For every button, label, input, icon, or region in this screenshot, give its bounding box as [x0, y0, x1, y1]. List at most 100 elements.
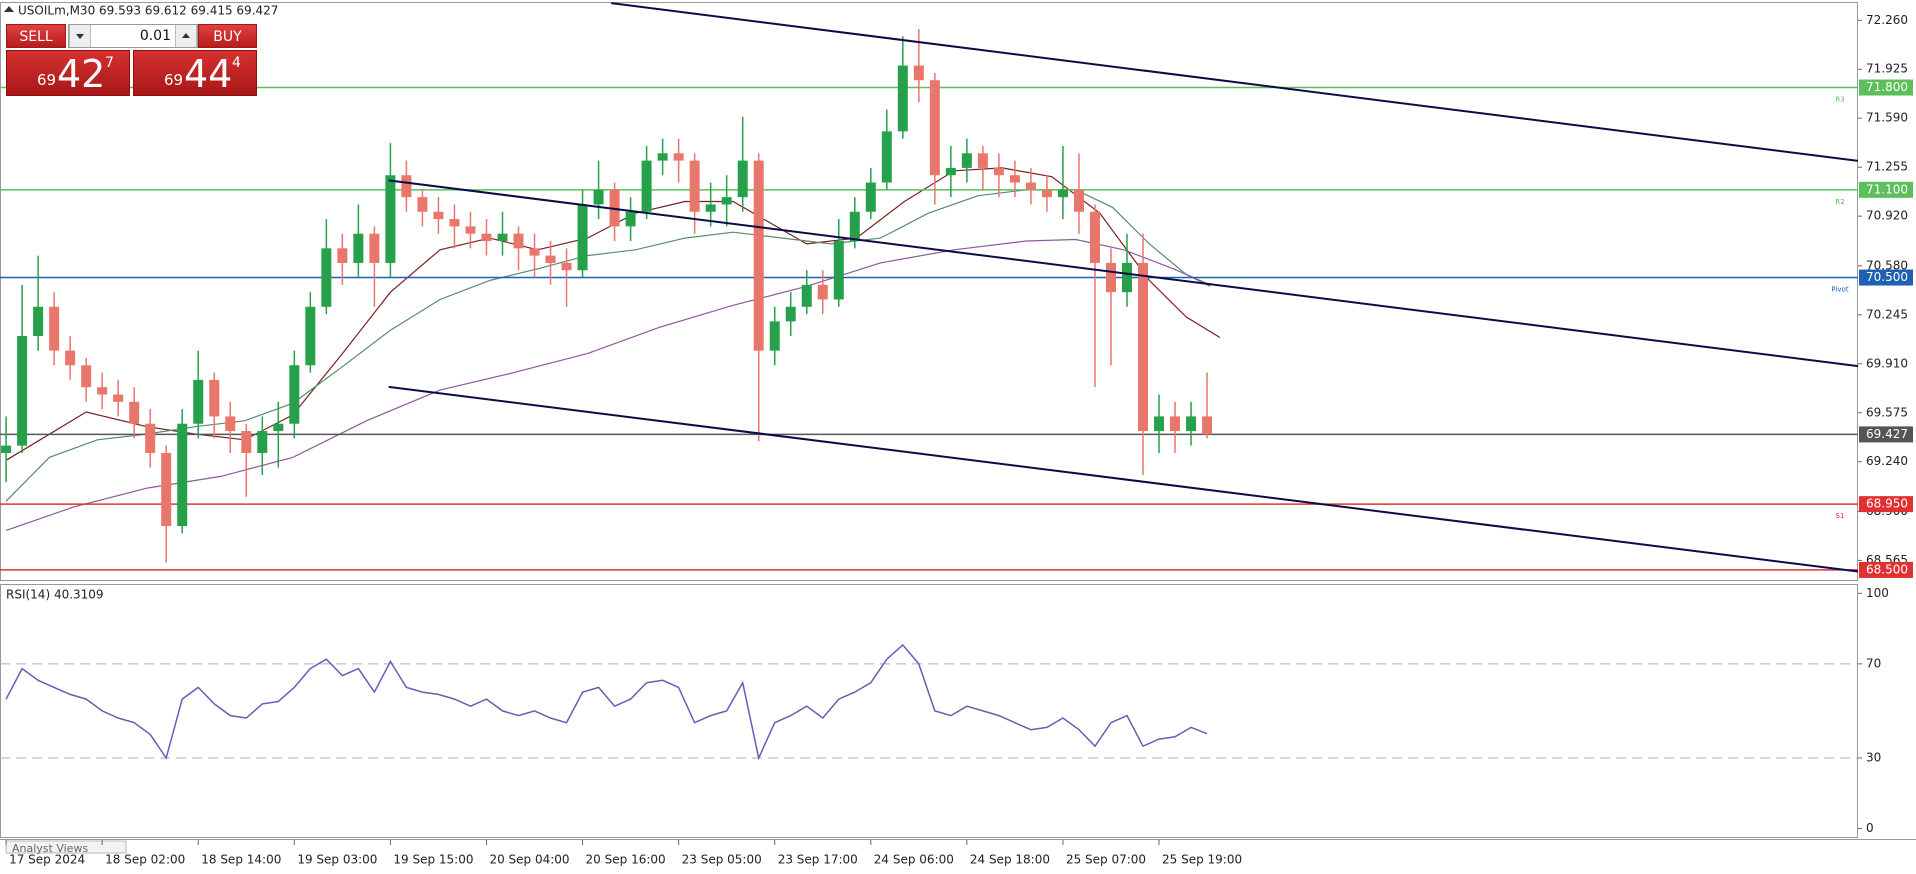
buy-price-big: 69: [164, 71, 184, 89]
candle-body: [929, 80, 940, 176]
candle-body: [529, 248, 540, 256]
candle-body: [833, 241, 844, 300]
y-tick-label: 69.575: [1866, 405, 1908, 419]
trend-line: [388, 179, 1859, 368]
y-tick-label: 72.260: [1866, 13, 1908, 27]
candle-body: [1073, 189, 1084, 212]
level-label: 71.800: [1866, 80, 1908, 94]
candle-body: [65, 350, 76, 366]
level-label-box: [1859, 181, 1913, 198]
buy-price-main: 44: [184, 52, 233, 96]
candle-body: [1105, 262, 1116, 293]
candle-body: [305, 306, 316, 366]
candle-body: [849, 211, 860, 242]
x-tick-label: 20 Sep 04:00: [489, 853, 569, 867]
candle-body: [49, 306, 60, 351]
sell-button[interactable]: SELL: [6, 24, 66, 48]
collapse-icon: [4, 6, 14, 12]
level-label: 69.427: [1866, 427, 1908, 441]
candle-body: [1025, 182, 1036, 190]
analyst-tab-label[interactable]: Analyst Views: [12, 842, 88, 855]
candle-body: [497, 233, 508, 242]
candle-body: [209, 379, 220, 417]
rsi-title: RSI(14) 40.3109: [6, 588, 104, 602]
candle-body: [1122, 262, 1133, 293]
sell-price[interactable]: 69 42 7: [6, 50, 130, 96]
candle-body: [81, 365, 92, 388]
candle-body: [817, 284, 828, 300]
candle-body: [257, 431, 268, 453]
candle-body: [689, 160, 700, 212]
rsi-panel-border: [0, 584, 1858, 838]
candle-body: [865, 182, 876, 212]
candle-body: [337, 248, 348, 263]
x-tick-label: 25 Sep 19:00: [1162, 853, 1242, 867]
symbol-info: USOILm,M30 69.593 69.612 69.415 69.427: [18, 4, 278, 18]
analyst-tab[interactable]: [5, 840, 127, 854]
candle-body: [769, 321, 780, 351]
x-tick-label: 18 Sep 14:00: [201, 853, 281, 867]
buy-button[interactable]: BUY: [198, 24, 257, 48]
x-tick-label: 24 Sep 18:00: [970, 853, 1050, 867]
candle-body: [225, 416, 236, 432]
x-tick-label: 20 Sep 16:00: [586, 853, 666, 867]
candle-body: [545, 255, 556, 263]
candle-body: [977, 153, 988, 168]
level-label-box: [1859, 496, 1913, 513]
candle-body: [1041, 189, 1052, 198]
x-tick-label: 23 Sep 17:00: [778, 853, 858, 867]
candle-body: [1, 445, 12, 453]
candle-body: [625, 211, 636, 227]
candle-body: [513, 233, 524, 249]
x-tick-label: 17 Sep 2024: [9, 853, 85, 867]
candle-body: [1170, 416, 1181, 432]
candle-body: [129, 401, 140, 424]
candle-body: [1009, 175, 1020, 183]
level-label-box: [1859, 426, 1913, 443]
candle-body: [945, 167, 956, 176]
price-panel-border: [0, 2, 1858, 581]
level-label-box: [1859, 79, 1913, 96]
x-tick-label: 23 Sep 05:00: [682, 853, 762, 867]
candle-body: [481, 233, 492, 242]
lot-input[interactable]: 0.01: [68, 24, 198, 48]
level-name: S1: [1836, 512, 1845, 520]
x-tick-label: 24 Sep 06:00: [874, 853, 954, 867]
y-tick-label: 0: [1866, 821, 1874, 835]
y-tick-label: 70.245: [1866, 307, 1908, 321]
y-tick-label: 70: [1866, 656, 1881, 670]
moving-average: [5, 238, 1211, 531]
x-tick-label: 18 Sep 02:00: [105, 853, 185, 867]
x-tick-label: 19 Sep 03:00: [297, 853, 377, 867]
candle-body: [465, 226, 476, 234]
level-label: 70.500: [1866, 270, 1908, 284]
candle-body: [801, 284, 812, 307]
lot-value[interactable]: 0.01: [139, 28, 171, 44]
candle-body: [1202, 416, 1213, 435]
level-name: Pivot: [1831, 286, 1848, 294]
candle-body: [657, 153, 668, 161]
candle-body: [353, 233, 364, 263]
x-tick-label: 25 Sep 07:00: [1066, 853, 1146, 867]
candle-body: [577, 204, 588, 271]
candle-body: [897, 65, 908, 132]
trend-line: [611, 2, 1859, 162]
candle-body: [385, 175, 396, 263]
candle-body: [1154, 416, 1165, 432]
candle-body: [1057, 189, 1068, 198]
sell-price-big: 69: [37, 71, 57, 89]
candle-body: [721, 197, 732, 205]
y-tick-label: 30: [1866, 750, 1881, 764]
buy-price[interactable]: 69 44 4: [133, 50, 257, 96]
sell-price-small: 7: [105, 55, 114, 71]
candle-body: [561, 262, 572, 271]
candle-body: [1138, 262, 1149, 432]
candle-body: [961, 153, 972, 168]
candle-body: [273, 423, 284, 432]
candle-body: [641, 160, 652, 212]
lot-increase[interactable]: [175, 25, 197, 47]
candle-body: [401, 175, 412, 198]
lot-decrease[interactable]: [69, 25, 91, 47]
